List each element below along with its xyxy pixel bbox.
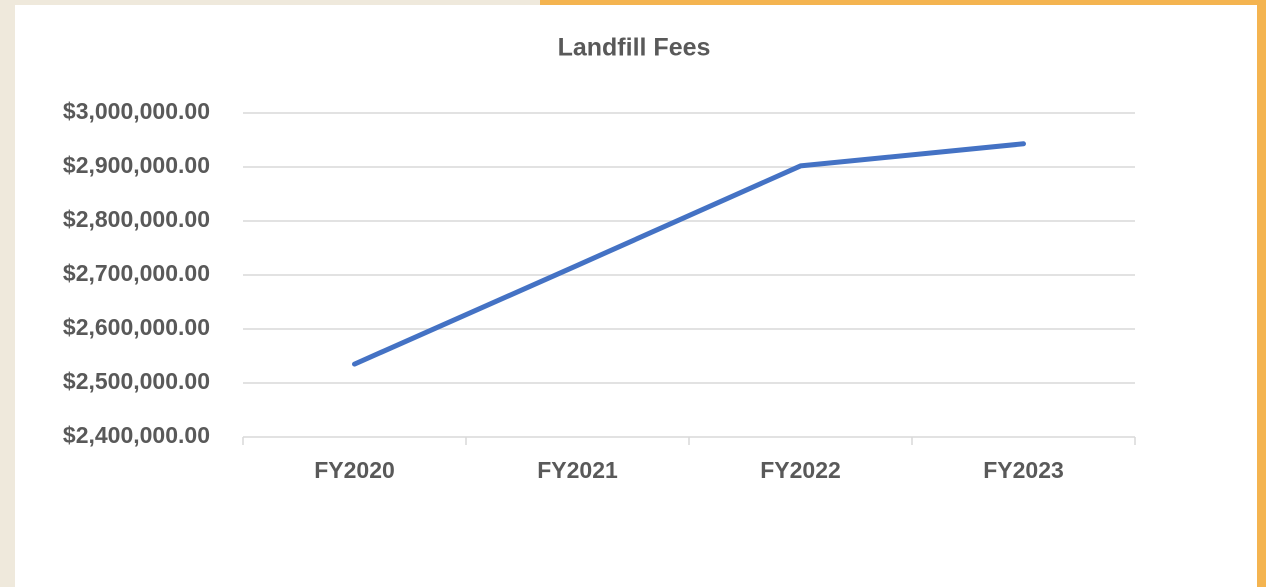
chart-panel [15, 5, 1257, 587]
x-tick-label: FY2023 [983, 457, 1064, 483]
chart-title: Landfill Fees [558, 34, 711, 62]
y-tick-label: $3,000,000.00 [63, 98, 210, 124]
y-tick-label: $2,900,000.00 [63, 152, 210, 178]
y-tick-label: $2,800,000.00 [63, 206, 210, 232]
x-tick-label: FY2020 [314, 457, 395, 483]
x-tick-label: FY2022 [760, 457, 841, 483]
y-tick-label: $2,600,000.00 [63, 314, 210, 340]
y-tick-label: $2,500,000.00 [63, 368, 210, 394]
y-tick-label: $2,400,000.00 [63, 422, 210, 448]
x-tick-label: FY2021 [537, 457, 618, 483]
y-tick-label: $2,700,000.00 [63, 260, 210, 286]
data-line [352, 141, 1026, 367]
